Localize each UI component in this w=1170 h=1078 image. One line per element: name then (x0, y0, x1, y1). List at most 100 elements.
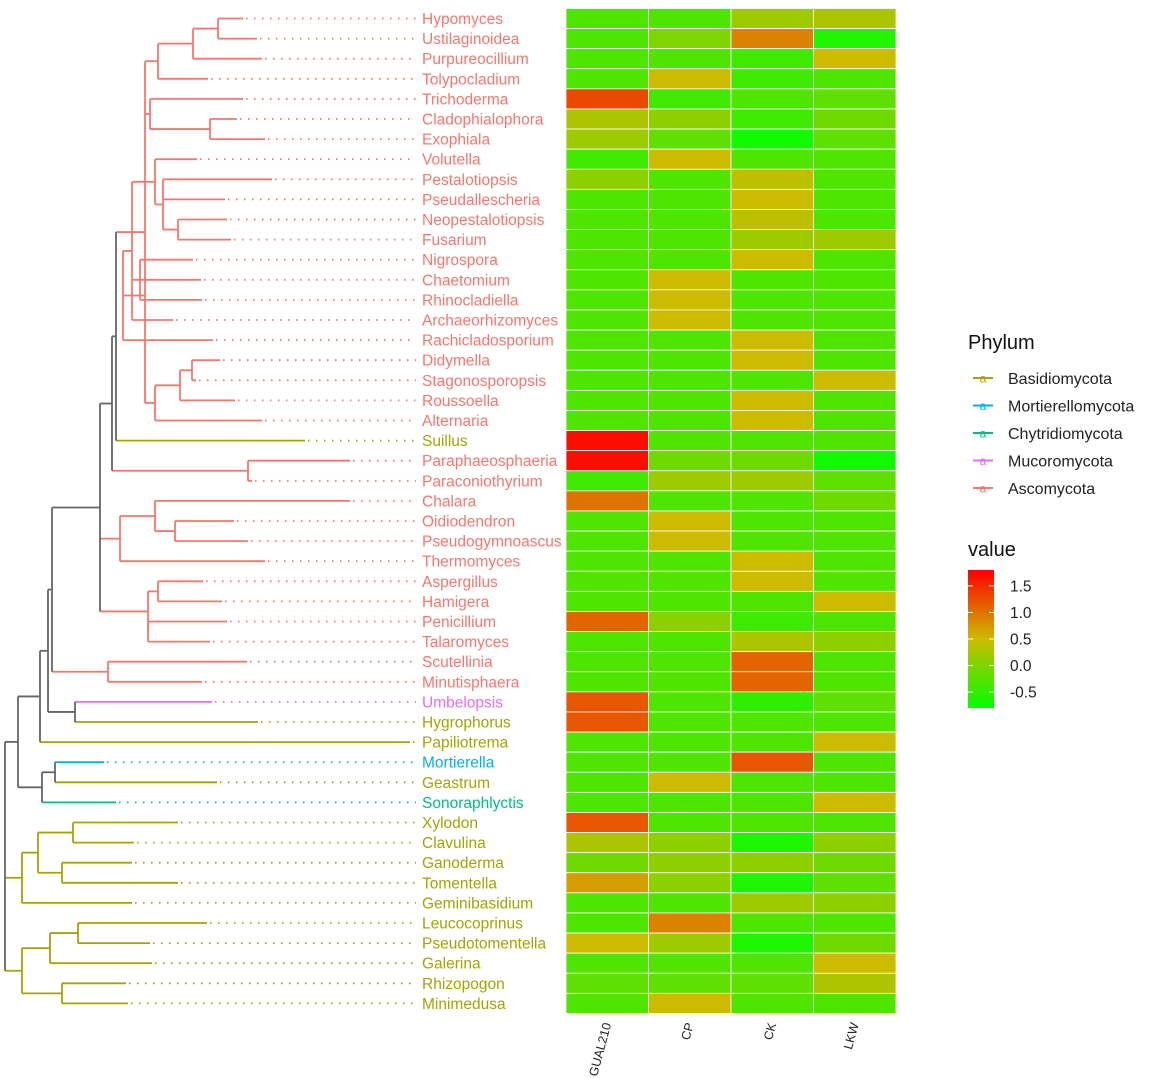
phylum-legend-label-ascomycota: Ascomycota (1008, 481, 1095, 498)
column-label-ck: CK (761, 1021, 779, 1042)
heat-cell-purpureocillium-ck (730, 48, 814, 70)
heat-cell-galerina-ck (730, 952, 814, 974)
phylum-key-glyph: a (980, 399, 987, 413)
heat-cell-ustilaginoidea-ck (730, 28, 814, 50)
heat-cell-chalara-cp (648, 490, 732, 512)
heat-cell-thermomyces-ck (730, 550, 814, 572)
phylum-legend-label-mortierellomycota: Mortierellomycota (1008, 399, 1134, 416)
heat-cell-ganoderma-gual210 (565, 852, 649, 874)
phylum-legend-title: Phylum (968, 332, 1035, 354)
heat-cell-aspergillus-ck (730, 570, 814, 592)
heat-cell-alternaria-gual210 (565, 410, 649, 431)
heat-cell-ustilaginoidea-cp (648, 28, 732, 50)
taxon-label-ustilaginoidea: Ustilaginoidea (422, 31, 520, 48)
heat-cell-chaetomium-gual210 (565, 269, 649, 291)
heat-cell-aspergillus-lkw (813, 570, 897, 592)
heat-cell-sonoraphlyctis-cp (648, 791, 732, 813)
heat-cell-rhinocladiella-cp (648, 289, 732, 311)
heat-cell-leucocoprinus-ck (730, 912, 814, 934)
value-tick-label: 0.0 (1010, 658, 1032, 675)
taxon-label-didymella: Didymella (422, 353, 490, 370)
heat-cell-cladophialophora-ck (730, 108, 814, 130)
heat-cell-minimedusa-cp (648, 992, 732, 1014)
heat-cell-exophiala-ck (730, 128, 814, 150)
phylum-key-ascomycota: a (973, 482, 993, 496)
column-label-lkw: LKW (841, 1021, 862, 1051)
heat-cell-chaetomium-ck (730, 269, 814, 291)
heat-cell-scutellinia-cp (648, 651, 732, 673)
taxon-label-pseudallescheria: Pseudallescheria (422, 192, 540, 209)
heat-cell-alternaria-cp (648, 410, 732, 431)
value-tick-label: 1.0 (1010, 605, 1032, 622)
heat-cell-paraphaeosphaeria-cp (648, 450, 732, 472)
value-tick-label: 1.5 (1010, 578, 1032, 595)
heat-cell-tomentella-lkw (813, 872, 897, 894)
heat-cell-exophiala-cp (648, 128, 732, 150)
heat-cell-oidiodendron-cp (648, 510, 732, 532)
heat-cell-penicillium-ck (730, 611, 814, 632)
heat-cell-ganoderma-ck (730, 852, 814, 874)
heat-cell-papiliotrema-ck (730, 731, 814, 753)
heat-cell-tolypocladium-cp (648, 68, 732, 90)
phylum-key-glyph: a (980, 482, 987, 496)
heat-cell-stagonosporopsis-gual210 (565, 369, 649, 391)
taxon-label-volutella: Volutella (422, 152, 481, 169)
heat-cell-ustilaginoidea-lkw (813, 28, 897, 50)
taxon-label-geminibasidium: Geminibasidium (422, 895, 533, 912)
heat-cell-purpureocillium-lkw (813, 48, 897, 70)
heat-cell-penicillium-cp (648, 611, 732, 632)
heat-cell-paraconiothyrium-ck (730, 470, 814, 492)
heat-cell-cladophialophora-cp (648, 108, 732, 130)
heat-cell-xylodon-gual210 (565, 812, 649, 833)
taxon-label-rhinocladiella: Rhinocladiella (422, 292, 519, 309)
taxon-label-roussoella: Roussoella (422, 393, 499, 410)
taxon-label-pestalotiopsis: Pestalotiopsis (422, 172, 518, 189)
heat-cell-scutellinia-ck (730, 651, 814, 673)
heat-cell-suillus-lkw (813, 430, 897, 452)
taxon-label-stagonosporopsis: Stagonosporopsis (422, 373, 546, 390)
heat-cell-umbelopsis-ck (730, 691, 814, 713)
phylum-key-mucoromycota: a (973, 454, 993, 468)
heat-cell-rhinocladiella-gual210 (565, 289, 649, 311)
heat-cell-neopestalotiopsis-ck (730, 209, 814, 230)
taxon-label-ganoderma: Ganoderma (422, 855, 504, 872)
heat-cell-pseudotomentella-cp (648, 932, 732, 954)
heat-cell-minimedusa-lkw (813, 992, 897, 1014)
heat-cell-archaeorhizomyces-ck (730, 309, 814, 331)
taxon-label-oidiodendron: Oidiodendron (422, 514, 515, 531)
heat-cell-didymella-cp (648, 349, 732, 371)
taxon-label-rachicladosporium: Rachicladosporium (422, 333, 554, 350)
heat-cell-hypomyces-lkw (813, 8, 897, 29)
heat-cell-neopestalotiopsis-lkw (813, 209, 897, 230)
heat-cell-thermomyces-cp (648, 550, 732, 572)
heat-cell-stagonosporopsis-lkw (813, 369, 897, 391)
heat-cell-xylodon-lkw (813, 812, 897, 833)
heat-cell-neopestalotiopsis-cp (648, 209, 732, 230)
heat-cell-hypomyces-gual210 (565, 8, 649, 29)
heat-cell-chaetomium-lkw (813, 269, 897, 291)
taxon-label-exophiala: Exophiala (422, 132, 490, 149)
heat-cell-rachicladosporium-lkw (813, 329, 897, 351)
heat-cell-pseudallescheria-gual210 (565, 188, 649, 210)
heat-cell-ganoderma-cp (648, 852, 732, 874)
phylum-key-glyph: a (980, 372, 987, 386)
taxon-label-nigrospora: Nigrospora (422, 252, 498, 269)
phylum-legend-label-mucoromycota: Mucoromycota (1008, 454, 1113, 471)
heat-cell-chalara-gual210 (565, 490, 649, 512)
heat-cell-paraconiothyrium-cp (648, 470, 732, 492)
heat-cell-pseudotomentella-ck (730, 932, 814, 954)
heat-cell-rhinocladiella-lkw (813, 289, 897, 311)
heat-cell-hamigera-cp (648, 590, 732, 612)
heat-cell-volutella-gual210 (565, 148, 649, 170)
heat-cell-minimedusa-ck (730, 992, 814, 1014)
heat-cell-trichoderma-cp (648, 88, 732, 110)
heat-cell-tomentella-gual210 (565, 872, 649, 894)
heat-cell-didymella-gual210 (565, 349, 649, 371)
heat-cell-hypomyces-cp (648, 8, 732, 29)
value-tick-label: -0.5 (1010, 685, 1037, 702)
heat-cell-aspergillus-cp (648, 570, 732, 592)
phylum-key-glyph: a (980, 454, 987, 468)
heat-cell-galerina-gual210 (565, 952, 649, 974)
taxon-label-minimedusa: Minimedusa (422, 996, 506, 1013)
